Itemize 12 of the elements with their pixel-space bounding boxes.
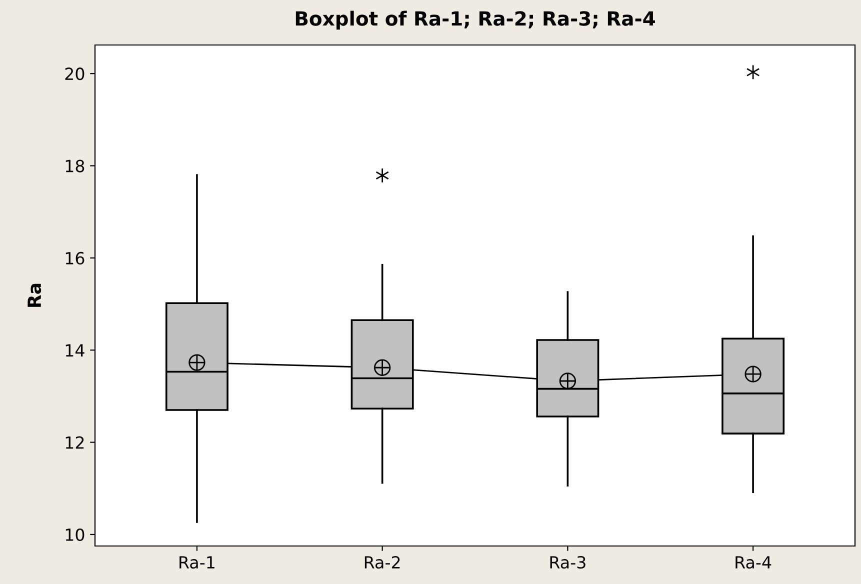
y-tick-label: 18 [66,160,84,172]
y-tick-label: 12 [66,436,84,449]
x-tick-label: Ra-1 [180,556,214,569]
x-tick-label: Ra-2 [364,556,400,569]
y-tick-label: 14 [66,344,84,356]
y-tick-label: 10 [66,528,84,542]
x-tick-label: Ra-3 [550,556,586,569]
x-tick-label: Ra-4 [736,556,772,569]
chart-title: Boxplot of Ra-1; Ra-2; Ra-3; Ra-4 [296,10,655,30]
y-tick-label: 16 [66,252,84,265]
y-axis-title: Ra [28,284,42,307]
y-tick-label: 20 [65,68,84,80]
